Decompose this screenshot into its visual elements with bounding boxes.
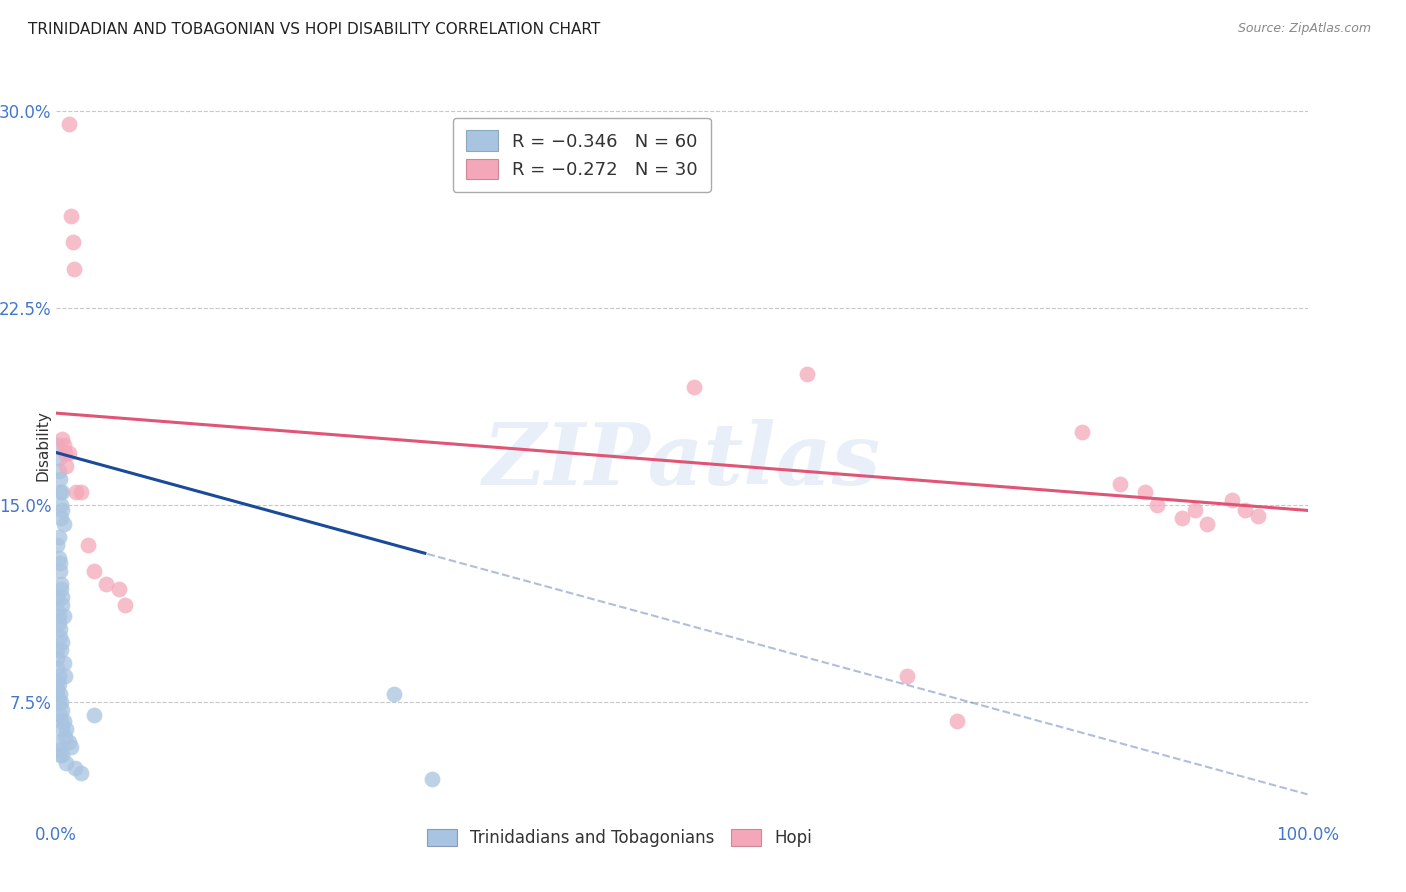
Point xyxy=(55,458,77,473)
Point xyxy=(51,590,73,604)
Point xyxy=(48,450,70,465)
Point xyxy=(946,714,969,728)
Point xyxy=(51,695,73,709)
Text: Source: ZipAtlas.com: Source: ZipAtlas.com xyxy=(1237,22,1371,36)
Point xyxy=(83,564,105,578)
Point xyxy=(58,117,80,131)
Point xyxy=(48,530,70,544)
Point xyxy=(49,472,72,486)
Point xyxy=(51,747,73,762)
Point xyxy=(60,739,83,754)
Point xyxy=(46,603,69,617)
Point xyxy=(55,722,77,736)
Point xyxy=(53,669,76,683)
Point xyxy=(46,438,69,452)
Point xyxy=(58,445,80,459)
Point xyxy=(46,688,69,702)
Point xyxy=(60,209,83,223)
Point xyxy=(51,511,73,525)
Point xyxy=(1197,516,1219,531)
Point xyxy=(1133,485,1156,500)
Point xyxy=(48,464,70,478)
Point xyxy=(48,550,70,565)
Point xyxy=(51,485,73,500)
Point xyxy=(51,635,73,649)
Point xyxy=(48,669,70,683)
Point xyxy=(46,661,69,675)
Point xyxy=(51,703,73,717)
Point xyxy=(1171,511,1194,525)
Point xyxy=(48,616,70,631)
Text: TRINIDADIAN AND TOBAGONIAN VS HOPI DISABILITY CORRELATION CHART: TRINIDADIAN AND TOBAGONIAN VS HOPI DISAB… xyxy=(28,22,600,37)
Point xyxy=(683,380,706,394)
Point xyxy=(114,598,136,612)
Point xyxy=(49,708,72,723)
Point xyxy=(58,735,80,749)
Point xyxy=(53,445,76,459)
Point xyxy=(48,677,70,691)
Point xyxy=(1184,503,1206,517)
Point xyxy=(49,556,72,570)
Point xyxy=(52,608,75,623)
Legend: Trinidadians and Tobagonians, Hopi: Trinidadians and Tobagonians, Hopi xyxy=(420,822,818,854)
Point xyxy=(51,722,73,736)
Point xyxy=(1222,492,1244,507)
Point xyxy=(46,642,69,657)
Point xyxy=(76,538,98,552)
Point xyxy=(420,772,443,786)
Point xyxy=(51,433,73,447)
Point xyxy=(65,485,87,500)
Point xyxy=(46,674,69,689)
Point xyxy=(52,656,75,670)
Point xyxy=(63,761,86,775)
Point xyxy=(70,485,93,500)
Point xyxy=(382,688,405,702)
Point xyxy=(70,766,93,780)
Point xyxy=(83,708,105,723)
Point xyxy=(796,367,818,381)
Point xyxy=(96,577,118,591)
Point xyxy=(49,688,72,702)
Point xyxy=(49,564,72,578)
Point xyxy=(108,582,131,597)
Point xyxy=(896,669,918,683)
Point xyxy=(46,735,69,749)
Point xyxy=(52,516,75,531)
Point xyxy=(49,485,72,500)
Point xyxy=(52,714,75,728)
Point xyxy=(49,747,72,762)
Point xyxy=(51,598,73,612)
Point xyxy=(51,503,73,517)
Point xyxy=(46,682,69,697)
Point xyxy=(62,261,84,276)
Point xyxy=(1146,498,1168,512)
Point xyxy=(1246,508,1268,523)
Point xyxy=(51,577,73,591)
Point xyxy=(1234,503,1257,517)
Y-axis label: Disability: Disability xyxy=(35,410,51,482)
Point xyxy=(1071,425,1094,439)
Point xyxy=(53,730,76,744)
Point xyxy=(46,650,69,665)
Point xyxy=(52,438,75,452)
Point xyxy=(51,498,73,512)
Point xyxy=(51,714,73,728)
Point xyxy=(49,622,72,636)
Point xyxy=(46,538,69,552)
Point xyxy=(46,590,69,604)
Point xyxy=(48,608,70,623)
Point xyxy=(48,742,70,756)
Point xyxy=(55,756,77,770)
Point xyxy=(62,235,84,250)
Point xyxy=(48,695,70,709)
Text: ZIPatlas: ZIPatlas xyxy=(482,419,882,503)
Point xyxy=(51,642,73,657)
Point xyxy=(51,582,73,597)
Point xyxy=(49,630,72,644)
Point xyxy=(1109,477,1132,491)
